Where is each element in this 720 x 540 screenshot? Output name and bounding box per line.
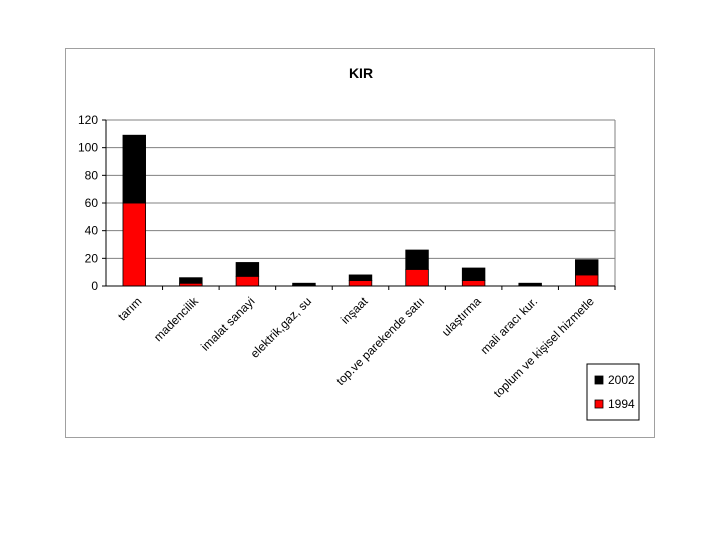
bar-1994: [235, 275, 260, 287]
legend: 2002 1994: [586, 363, 640, 421]
bar-2002: [348, 274, 373, 281]
gridlines: [106, 119, 615, 287]
bar-2002: [179, 277, 203, 284]
x-tick-label: elektrik,gaz, su: [248, 294, 315, 361]
bar-2002: [235, 262, 260, 277]
x-tick-label: imalat sanayi: [198, 294, 257, 353]
x-tick-label: inşaat: [338, 294, 371, 327]
y-tick-label: 0: [91, 279, 98, 293]
legend-box: [586, 363, 640, 421]
bar-2002: [461, 267, 486, 281]
bar-1994: [348, 280, 373, 287]
y-tick-label: 80: [85, 168, 99, 182]
legend-swatch-1994: [594, 399, 604, 409]
bar-1994: [405, 268, 429, 287]
y-tick-label: 40: [85, 224, 99, 238]
x-tick-label: ulaştırma: [439, 294, 484, 339]
bar-1994: [122, 202, 146, 287]
legend-swatch-2002: [594, 375, 604, 385]
y-tick-label: 120: [78, 113, 98, 127]
bar-1994: [575, 274, 599, 287]
bar-2002: [122, 134, 146, 204]
x-tick-label: tarım: [115, 294, 144, 323]
bar-2002: [292, 282, 316, 286]
x-tick-label: madencilik: [151, 294, 202, 345]
stacked-bar-chart: KIR 0 20 40 60 80 100 120 tarım madencilikimalat…: [78, 65, 640, 421]
x-tick-label: toplum ve kişisel hizmetle: [491, 294, 597, 400]
y-tick-label: 60: [85, 196, 99, 210]
y-tick-label: 100: [78, 141, 98, 155]
bars: [122, 134, 599, 287]
legend-label-2002: 2002: [608, 373, 635, 387]
bar-2002: [518, 282, 542, 286]
y-tick-label: 20: [85, 251, 99, 265]
bar-2002: [575, 259, 599, 276]
bar-1994: [461, 280, 486, 287]
bar-2002: [405, 249, 429, 270]
chart-frame: KIR 0 20 40 60 80 100 120 tarım madencilik imalat…: [65, 48, 655, 438]
chart-title: KIR: [349, 65, 373, 81]
x-tick-label: mali aracı kur.: [478, 294, 541, 357]
legend-label-1994: 1994: [608, 397, 635, 411]
